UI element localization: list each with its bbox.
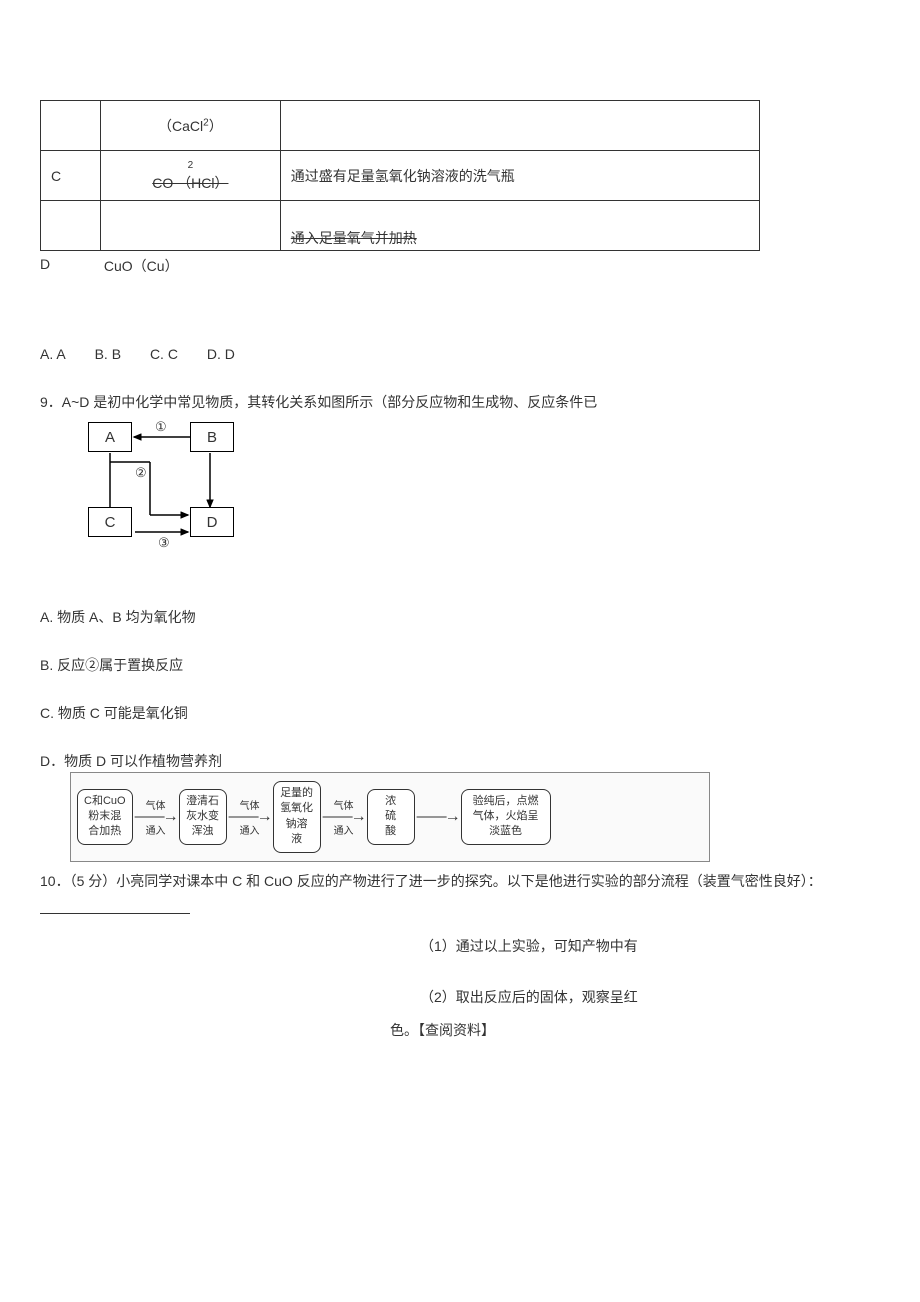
flow-box-5-text: 验纯后，点燃 气体，火焰呈 淡蓝色 xyxy=(473,795,539,838)
cell-d-empty1 xyxy=(41,201,101,251)
q9-opt-d-cutoff: D．物质 D 可以作植物营养剂 xyxy=(40,751,880,767)
co-hcl-text: CO （HCl） xyxy=(152,175,228,191)
flow-box-4-text: 浓 硫 酸 xyxy=(385,795,396,838)
flow-box-1-text: C和CuO 粉末混 合加热 xyxy=(84,795,126,838)
cacl2-text: （CaCl xyxy=(158,118,203,134)
arrow1-line: ——→ xyxy=(135,812,177,822)
table-row-d-top: 通入足量氧气并加热 xyxy=(41,201,760,251)
cuo-cu-text: CuO（Cu） xyxy=(104,256,179,276)
q9-opt-a: A. 物质 A、B 均为氧化物 xyxy=(40,607,880,627)
cell-b-method xyxy=(280,101,759,151)
q9-header: 9．A~D 是初中化学中常见物质，其转化关系如图所示（部分反应物和生成物、反应条… xyxy=(40,392,880,412)
q10-sub1: （1）通过以上实验，可知产物中有 xyxy=(420,934,880,959)
flow-box-1: C和CuO 粉末混 合加热 xyxy=(77,789,133,845)
cacl2-close: ） xyxy=(209,118,223,134)
arrow2-line: ——→ xyxy=(229,812,271,822)
purification-table-section: （CaCl2） C 2 CO （HCl） 通过盛有足量氢氧化钠溶液的洗气瓶 通入… xyxy=(40,100,880,276)
q8-options: A. A B. B C. C D. D xyxy=(40,346,880,362)
q9-opt-b: B. 反应②属于置换反应 xyxy=(40,655,880,675)
flow-box-3-text: 足量的 氢氧化 钠溶 液 xyxy=(280,787,313,845)
arrow1-bot: 通入 xyxy=(146,822,166,837)
table-row-b: （CaCl2） xyxy=(41,101,760,151)
flow-box-3: 足量的 氢氧化 钠溶 液 xyxy=(273,781,321,853)
o2-heat-text: 通入足量氧气并加热 xyxy=(291,230,417,246)
box-d: D xyxy=(190,507,234,537)
cell-c-label: C xyxy=(41,151,101,201)
opt-d: D. D xyxy=(207,346,235,362)
d-label: D xyxy=(40,256,100,272)
cell-c-method: 通过盛有足量氢氧化钠溶液的洗气瓶 xyxy=(280,151,759,201)
arrow2-bot: 通入 xyxy=(240,822,260,837)
q10-sub-questions: （1）通过以上实验，可知产物中有 （2）取出反应后的固体，观察呈红 色。【查阅资… xyxy=(40,934,880,1043)
row-d-overflow: D CuO（Cu） xyxy=(40,256,880,276)
abcd-diagram: A B C D ① ② ③ xyxy=(80,417,260,547)
box-b: B xyxy=(190,422,234,452)
cell-b-label xyxy=(41,101,101,151)
q10-main-text: 10．（5 分）小亮同学对课本中 C 和 CuO 反应的产物进行了进一步的探究。… xyxy=(40,873,822,889)
arrow3-line: ——→ xyxy=(323,812,365,822)
flow-arrow-1: 气体 ——→ 通入 xyxy=(135,797,177,837)
label-3: ③ xyxy=(158,535,170,551)
cell-d-empty2 xyxy=(100,201,280,251)
opt-a: A. A xyxy=(40,346,66,362)
flow-arrow-3: 气体 ——→ 通入 xyxy=(323,797,365,837)
cell-d-method: 通入足量氧气并加热 xyxy=(280,201,759,251)
flow-box-5: 验纯后，点燃 气体，火焰呈 淡蓝色 xyxy=(461,789,551,845)
opt-b: B. B xyxy=(95,346,121,362)
opt-c: C. C xyxy=(150,346,178,362)
q9-options: A. 物质 A、B 均为氧化物 B. 反应②属于置换反应 C. 物质 C 可能是… xyxy=(40,607,880,723)
flow-arrow-2: 气体 ——→ 通入 xyxy=(229,797,271,837)
q10-text: 10．（5 分）小亮同学对课本中 C 和 CuO 反应的产物进行了进一步的探究。… xyxy=(40,870,880,915)
box-c: C xyxy=(88,507,132,537)
co-sup: 2 xyxy=(188,160,194,171)
q9-opt-c: C. 物质 C 可能是氧化铜 xyxy=(40,703,880,723)
experiment-flow-diagram: C和CuO 粉末混 合加热 气体 ——→ 通入 澄清石 灰水变 浑浊 气体 ——… xyxy=(70,772,710,862)
q10-sub3: 色。【查阅资料】 xyxy=(390,1018,880,1043)
purification-table: （CaCl2） C 2 CO （HCl） 通过盛有足量氢氧化钠溶液的洗气瓶 通入… xyxy=(40,100,760,251)
flow-box-2: 澄清石 灰水变 浑浊 xyxy=(179,789,227,845)
flow-arrow-4: ——→ xyxy=(417,812,459,822)
table-row-c: C 2 CO （HCl） 通过盛有足量氢氧化钠溶液的洗气瓶 xyxy=(41,151,760,201)
label-1: ① xyxy=(155,419,167,435)
arrow4-line: ——→ xyxy=(417,812,459,822)
flow-box-2-text: 澄清石 灰水变 浑浊 xyxy=(186,795,219,838)
q10-sub2: （2）取出反应后的固体，观察呈红 xyxy=(420,985,880,1010)
blank-line xyxy=(40,913,190,914)
arrow3-bot: 通入 xyxy=(334,822,354,837)
flow-box-4: 浓 硫 酸 xyxy=(367,789,415,845)
box-a: A xyxy=(88,422,132,452)
label-2: ② xyxy=(135,465,147,481)
cell-b-substance: （CaCl2） xyxy=(100,101,280,151)
cell-c-substance: 2 CO （HCl） xyxy=(100,151,280,201)
